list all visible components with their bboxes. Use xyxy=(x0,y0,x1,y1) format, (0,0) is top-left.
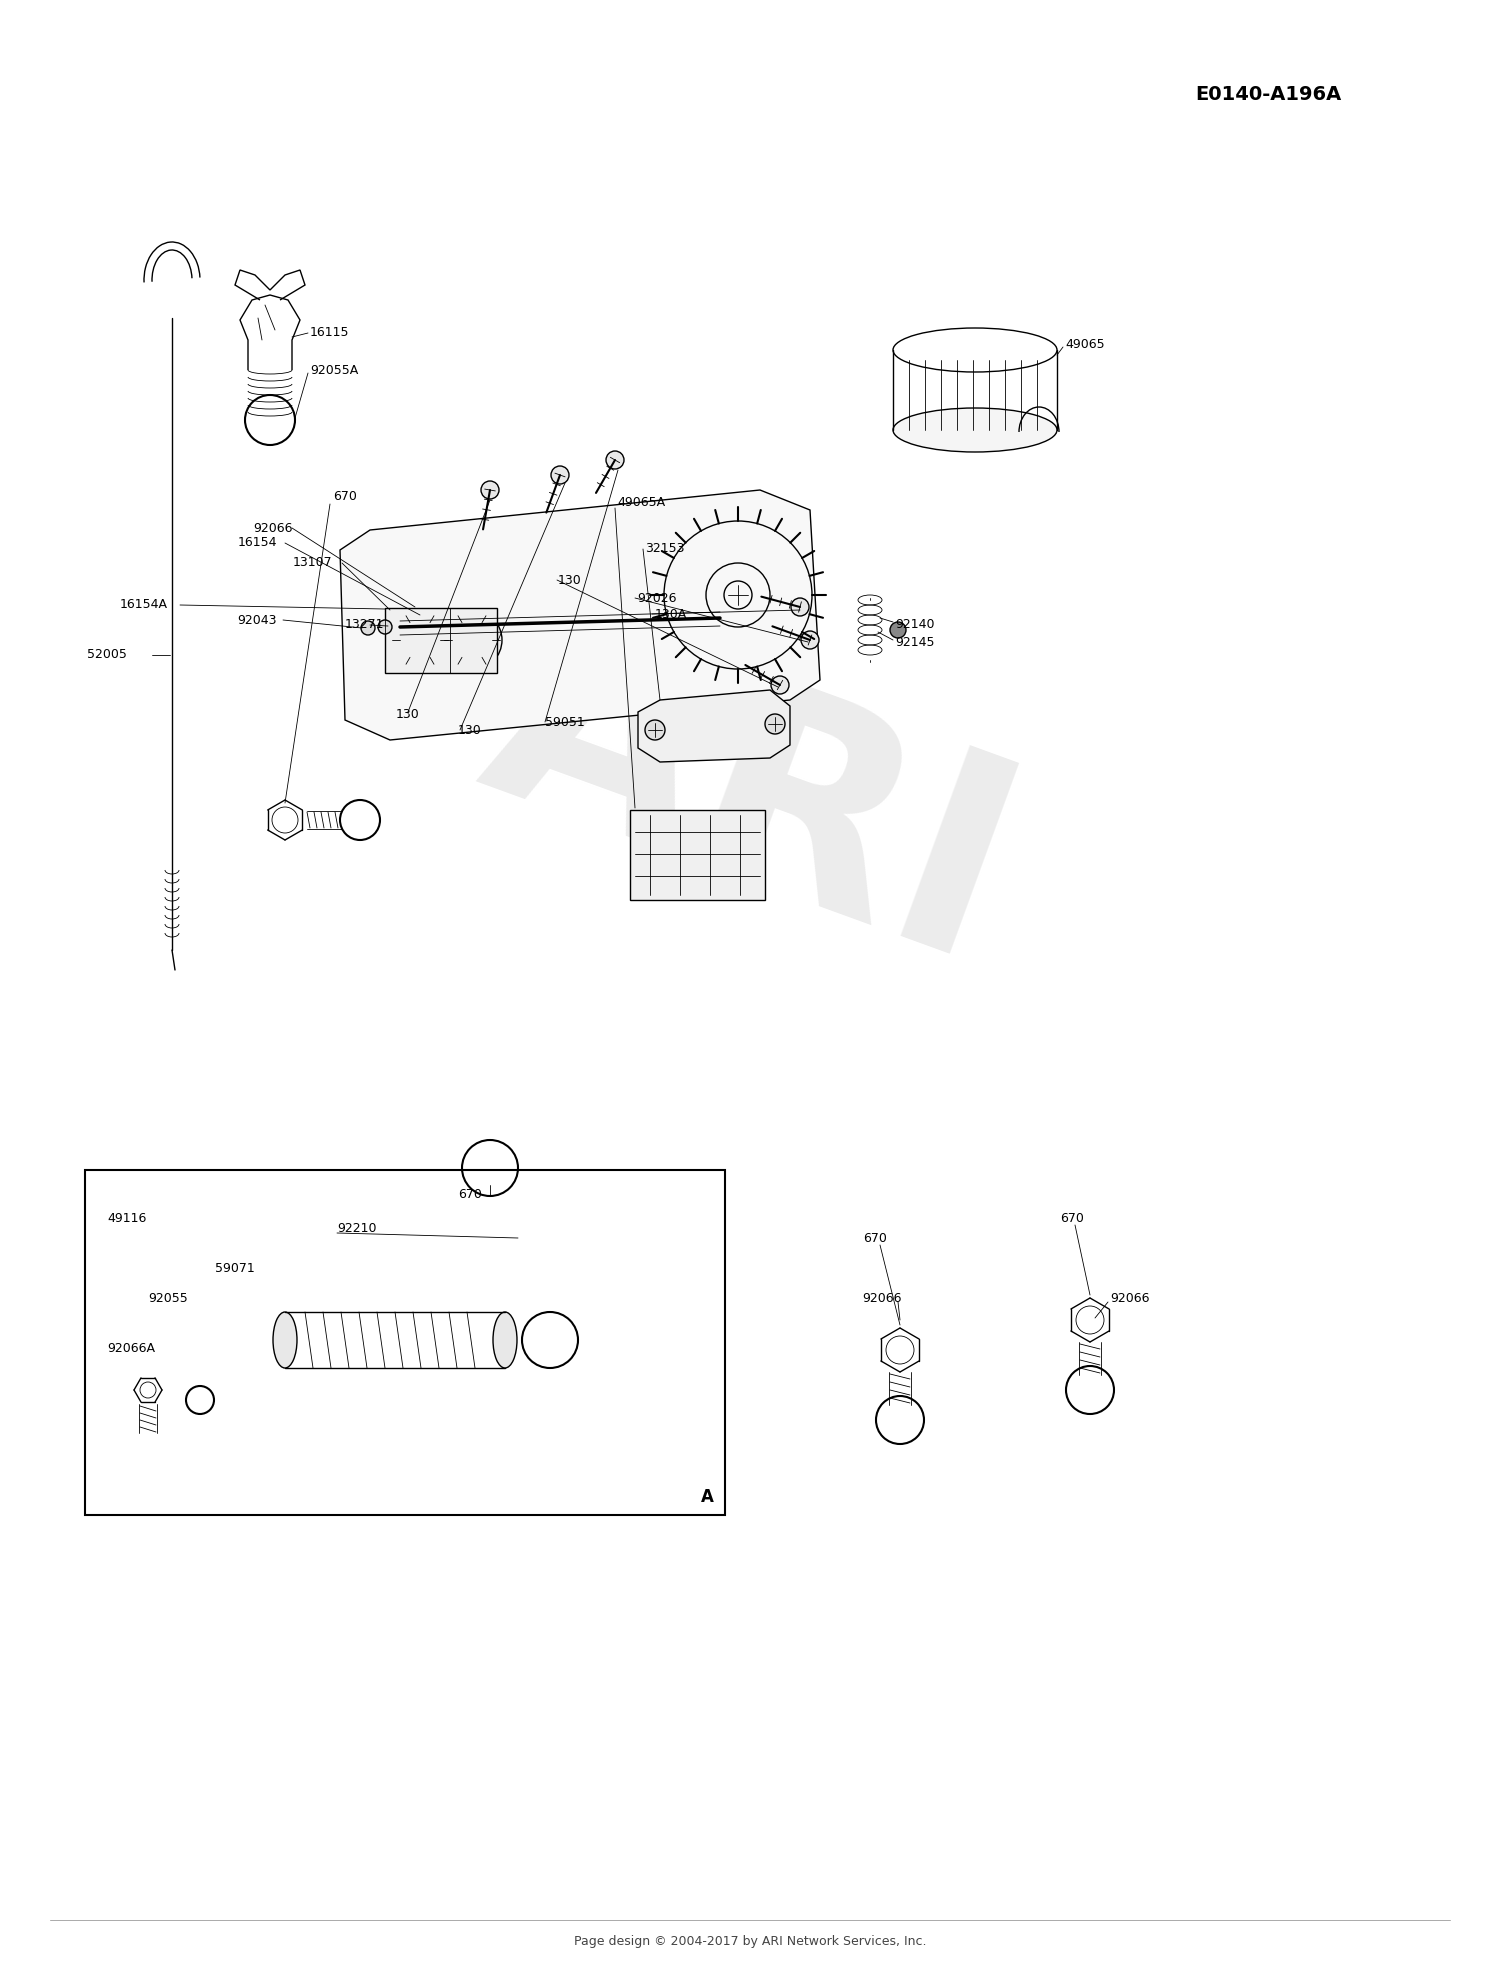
Text: 130: 130 xyxy=(396,708,420,720)
Text: 130: 130 xyxy=(558,573,582,587)
Text: 49116: 49116 xyxy=(106,1211,147,1224)
Ellipse shape xyxy=(494,1313,517,1368)
Text: 670: 670 xyxy=(458,1189,482,1201)
Text: 130A: 130A xyxy=(656,608,687,620)
Text: 16115: 16115 xyxy=(310,326,350,339)
Text: 13107: 13107 xyxy=(292,557,333,569)
Text: 92026: 92026 xyxy=(638,591,676,604)
Ellipse shape xyxy=(273,1313,297,1368)
Text: 59051: 59051 xyxy=(544,716,585,728)
Text: 670: 670 xyxy=(333,490,357,504)
Text: 92066: 92066 xyxy=(1110,1291,1149,1305)
Text: 52005: 52005 xyxy=(87,649,128,661)
Circle shape xyxy=(890,622,906,638)
Text: 92066: 92066 xyxy=(254,522,292,534)
Text: E0140-A196A: E0140-A196A xyxy=(1196,86,1341,104)
Text: 92066: 92066 xyxy=(862,1291,901,1305)
Text: 92055A: 92055A xyxy=(310,363,358,377)
Ellipse shape xyxy=(892,328,1058,373)
Ellipse shape xyxy=(892,408,1058,451)
Circle shape xyxy=(390,610,450,669)
Circle shape xyxy=(362,622,375,636)
Circle shape xyxy=(790,598,808,616)
Circle shape xyxy=(765,714,784,734)
Text: 49065A: 49065A xyxy=(616,496,664,510)
Text: 13271: 13271 xyxy=(345,618,384,632)
Bar xyxy=(86,1169,724,1515)
Polygon shape xyxy=(340,490,821,740)
Text: 92210: 92210 xyxy=(338,1222,376,1234)
Text: Page design © 2004-2017 by ARI Network Services, Inc.: Page design © 2004-2017 by ARI Network S… xyxy=(573,1935,926,1948)
Bar xyxy=(630,810,765,901)
Text: 670: 670 xyxy=(862,1232,886,1244)
Circle shape xyxy=(378,620,392,634)
Text: 92055: 92055 xyxy=(148,1291,188,1305)
Text: 16154: 16154 xyxy=(238,536,278,549)
Text: 130: 130 xyxy=(458,724,482,738)
Circle shape xyxy=(771,677,789,695)
Text: 92145: 92145 xyxy=(896,636,934,649)
Text: A: A xyxy=(700,1487,714,1507)
Text: 32153: 32153 xyxy=(645,543,684,555)
Text: 59071: 59071 xyxy=(214,1262,255,1275)
Circle shape xyxy=(801,632,819,649)
Circle shape xyxy=(482,481,500,498)
Text: 16154A: 16154A xyxy=(120,598,168,612)
Text: 670: 670 xyxy=(1060,1211,1084,1224)
Text: 49065: 49065 xyxy=(1065,339,1104,351)
Text: 92140: 92140 xyxy=(896,618,934,632)
Text: ARI: ARI xyxy=(453,583,1047,1018)
Circle shape xyxy=(550,467,568,485)
Circle shape xyxy=(442,610,503,669)
Text: 92066A: 92066A xyxy=(106,1342,154,1354)
Bar xyxy=(386,608,496,673)
Circle shape xyxy=(606,451,624,469)
Polygon shape xyxy=(638,691,790,761)
Circle shape xyxy=(645,720,664,740)
Text: 92043: 92043 xyxy=(237,614,276,626)
